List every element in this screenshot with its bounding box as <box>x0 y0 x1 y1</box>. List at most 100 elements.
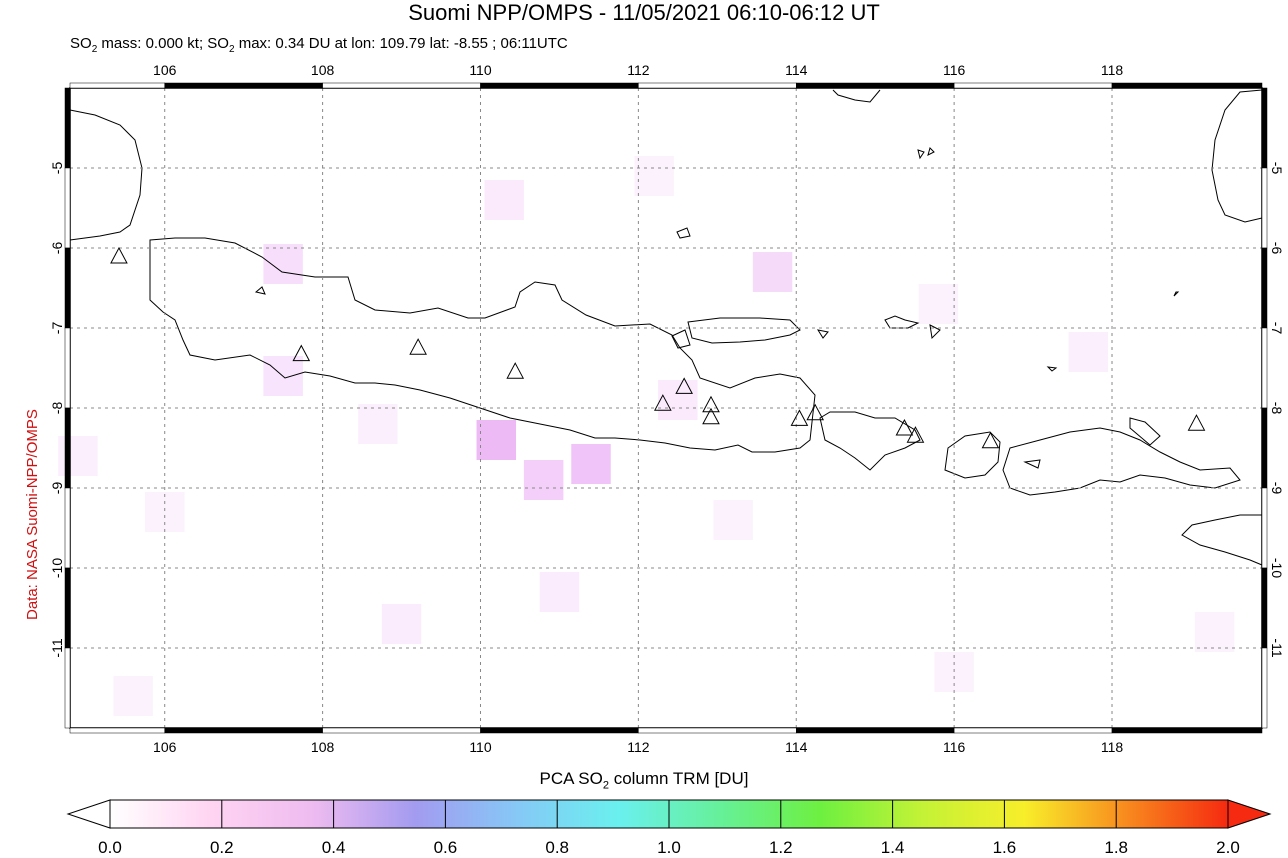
lat-label-left: -9 <box>49 482 65 495</box>
frame-bar-right <box>1261 167 1268 249</box>
so2-pixel <box>752 252 793 292</box>
frame-bar-right <box>1261 247 1268 329</box>
frame-bar-top <box>1111 82 1263 89</box>
lon-label-bottom: 118 <box>1101 739 1124 755</box>
so2-pixel <box>1068 332 1109 372</box>
volcano-marker <box>895 418 914 436</box>
colorbar-label-part: PCA SO <box>539 769 603 788</box>
so2-pixel <box>263 244 303 284</box>
frame-bar-left <box>64 87 71 169</box>
lat-label-right: -11 <box>1269 638 1285 657</box>
coastline-island <box>917 149 925 160</box>
frame-bar-top <box>322 82 481 89</box>
map-subtitle: SO2 mass: 0.000 kt; SO2 max: 0.34 DU at … <box>70 35 568 55</box>
lat-label-left: -11 <box>49 638 65 657</box>
frame-bar-left <box>64 327 71 409</box>
so2-pixel <box>1194 612 1235 652</box>
axis-labels: 106 106 108 108 110 110 112 112 114 114 116 116 118 1… <box>49 62 1285 755</box>
frame-bar-bottom <box>638 727 797 734</box>
volcano-marker <box>506 362 525 379</box>
subtitle-subscript: 2 <box>228 44 235 55</box>
colorbar-tick-label: 1.0 <box>657 838 681 857</box>
colorbar-tick-label: 0.8 <box>545 838 570 857</box>
frame-bar-right <box>1261 407 1268 489</box>
lat-label-right: -7 <box>1269 322 1285 335</box>
colorbar-tick-label: 0.2 <box>209 838 234 857</box>
colorbar-tick-label: 0.0 <box>98 838 122 857</box>
lon-label-top: 116 <box>943 62 966 78</box>
coastline-lombok <box>944 431 1001 479</box>
volcano-marker <box>981 431 1000 449</box>
colorbar-tick-label: 0.4 <box>321 838 346 857</box>
colorbar-label-subscript: 2 <box>602 779 609 792</box>
coastline-island <box>927 147 935 156</box>
volcano-marker <box>409 338 427 355</box>
frame-bar-top <box>638 82 797 89</box>
frame-bar-bottom <box>796 727 955 734</box>
frame-bar-top <box>480 82 639 89</box>
lat-label-left: -10 <box>49 558 65 578</box>
colorbar-tick-labels: 0.0 0.2 0.4 0.6 0.8 1.0 1.2 1.4 1.6 1.8 2.0 <box>0 838 1288 858</box>
frame-ticks <box>64 82 1268 734</box>
lat-label-right: -6 <box>1269 242 1285 255</box>
lon-label-bottom: 112 <box>627 739 650 755</box>
colorbar-label-part: column TRM [DU] <box>608 769 749 788</box>
so2-pixel <box>476 420 517 460</box>
lat-label-left: -5 <box>49 162 65 175</box>
frame-bar-top <box>796 82 955 89</box>
coastline-sumbawa <box>1002 427 1241 496</box>
frame-bar-bottom <box>164 727 323 734</box>
so2-pixel <box>58 436 98 476</box>
so2-pixel <box>634 156 674 196</box>
so2-pixel <box>484 180 524 220</box>
lon-label-top: 112 <box>627 62 650 78</box>
frame-bar-left <box>64 167 71 249</box>
so2-pixel <box>539 572 580 612</box>
frame-bar-bottom <box>322 727 481 734</box>
frame-bar-right <box>1261 567 1268 649</box>
so2-pixel <box>381 604 422 644</box>
frame-bar-top <box>953 82 1113 89</box>
colorbar-tick-label: 1.2 <box>768 838 793 857</box>
coastline-sulawesi <box>1211 89 1263 223</box>
lon-label-top: 114 <box>785 62 808 78</box>
lon-label-bottom: 110 <box>469 739 492 755</box>
volcano-marker <box>654 394 672 411</box>
volcano-marker <box>790 409 809 426</box>
frame-bar-bottom <box>953 727 1113 734</box>
coastline-java <box>149 237 816 453</box>
coastline-island <box>254 286 266 295</box>
subtitle-subscript: 2 <box>91 44 98 55</box>
colorbar-tick-label: 1.4 <box>880 838 905 857</box>
lon-label-top: 110 <box>469 62 492 78</box>
map-title: Suomi NPP/OMPS - 11/05/2021 06:10-06:12 … <box>408 0 880 25</box>
lon-label-top: 106 <box>153 62 177 78</box>
coastline-island <box>1023 459 1041 469</box>
colorbar-tick-label: 0.6 <box>433 838 458 857</box>
volcano-marker <box>806 403 825 421</box>
so2-pixel <box>571 444 611 484</box>
colorbar-tick-label: 2.0 <box>1216 838 1240 857</box>
colorbar-label: PCA SO2 column TRM [DU] <box>0 769 1288 791</box>
frame-bar-bottom <box>69 727 165 734</box>
volcano-marker <box>702 407 720 425</box>
frame-bar-left <box>64 407 71 489</box>
frame-bar-bottom <box>1111 727 1263 734</box>
so2-pixel <box>658 380 698 420</box>
lat-label-right: -9 <box>1269 482 1285 495</box>
lon-label-bottom: 108 <box>311 739 335 755</box>
frame-bar-right <box>1261 87 1268 169</box>
frame-bar-right <box>1261 327 1268 409</box>
lat-label-left: -7 <box>49 322 65 335</box>
frame-bar-left <box>64 247 71 329</box>
subtitle-part: SO <box>70 35 92 52</box>
coastline-island <box>816 329 829 339</box>
colorbar-under-arrow <box>66 799 111 829</box>
lat-label-left: -6 <box>49 242 65 255</box>
volcano-marker <box>1187 414 1206 431</box>
coastline-strait <box>671 329 691 349</box>
coastline-island <box>676 227 691 239</box>
graticule-layer <box>70 88 1262 728</box>
coastline-sumba <box>1181 514 1263 566</box>
